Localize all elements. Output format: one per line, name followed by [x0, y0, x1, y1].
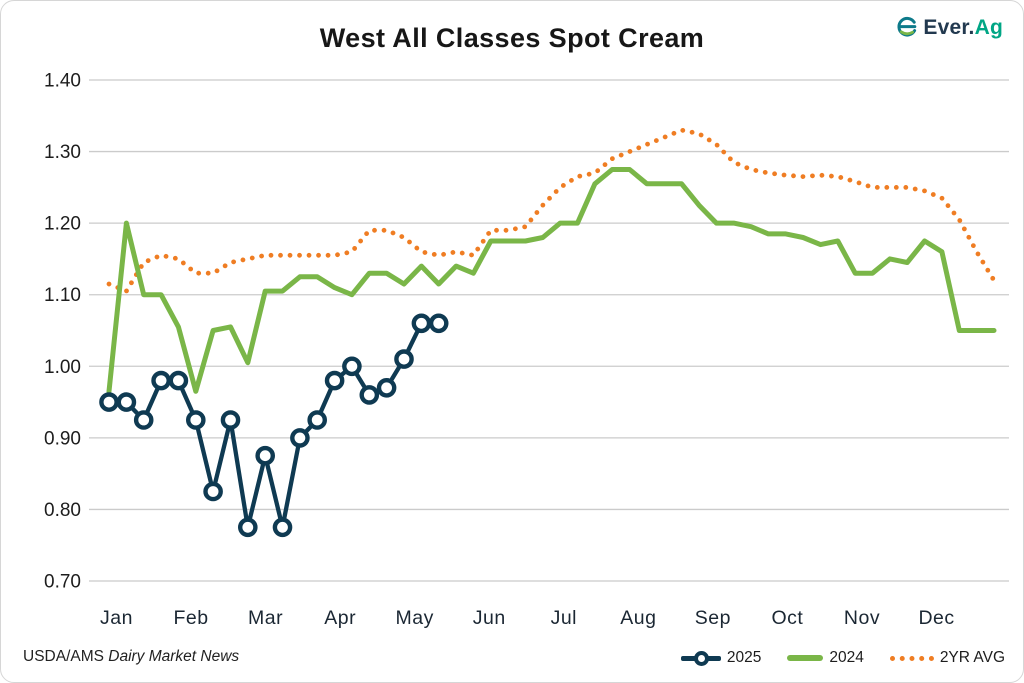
source-agency: USDA/AMS	[23, 648, 109, 665]
series-2025-marker	[133, 410, 154, 430]
series-2025-marker	[116, 392, 137, 412]
legend-item-2025: 2025	[680, 649, 762, 667]
legend-label-2024: 2024	[829, 649, 864, 666]
legend-item-2024: 2024	[787, 649, 864, 667]
x-tick-label: Jul	[551, 607, 577, 629]
series-2025-marker	[168, 370, 189, 391]
x-tick-label: Oct	[772, 607, 804, 629]
x-tick-label: Nov	[844, 607, 880, 629]
everag-logo-icon	[895, 16, 919, 40]
legend-swatch-2025	[680, 649, 721, 667]
y-tick-label: 0.70	[44, 572, 81, 593]
x-tick-label: Apr	[324, 607, 356, 629]
series-2025-marker	[290, 428, 310, 448]
series-2025-marker	[99, 392, 119, 412]
series-2025-marker	[376, 377, 397, 398]
x-tick-label: Aug	[620, 607, 656, 629]
y-tick-label: 0.90	[44, 428, 81, 449]
logo-wordmark: Ever.Ag	[923, 16, 1003, 40]
series-2025-marker	[272, 517, 293, 538]
series-2025-marker	[220, 410, 241, 430]
x-tick-label: Jan	[100, 607, 133, 629]
y-tick-label: 0.80	[44, 500, 81, 521]
series-2025-marker	[237, 517, 258, 538]
series-2025-marker	[307, 410, 328, 430]
y-tick-label: 1.30	[44, 142, 81, 163]
legend-label-2yr-avg: 2YR AVG	[939, 649, 1005, 666]
legend-swatch-2yr-avg	[889, 655, 934, 661]
x-tick-label: Feb	[173, 607, 208, 629]
legend-item-2yr-avg: 2YR AVG	[889, 649, 1005, 667]
series-2025-marker	[151, 370, 171, 391]
series-2025-marker	[428, 313, 449, 334]
logo-text-ag: Ag	[974, 16, 1003, 39]
y-tick-label: 1.20	[44, 214, 81, 235]
x-tick-label: Mar	[248, 607, 283, 629]
series-2025-marker	[394, 349, 414, 369]
series-2025-marker	[411, 313, 432, 334]
series-2025-marker	[342, 356, 362, 377]
series-2025-marker	[203, 481, 223, 502]
y-tick-label: 1.10	[44, 285, 81, 306]
y-tick-label: 1.40	[44, 71, 81, 92]
legend-swatch-2024	[787, 655, 824, 661]
chart-legend: 2025 2024 2YR AVG	[680, 649, 1005, 667]
series-2yr-avg-line	[106, 127, 997, 294]
x-tick-label: Jun	[473, 607, 506, 629]
logo-text-ever: Ever.	[923, 16, 975, 39]
series-2025-line	[106, 321, 441, 530]
x-tick-label: Sep	[695, 607, 731, 629]
everag-logo: Ever.Ag	[895, 16, 1003, 40]
source-publication: Dairy Market News	[108, 648, 240, 665]
legend-label-2025: 2025	[726, 649, 762, 666]
y-tick-label: 1.00	[44, 357, 81, 378]
series-2025-marker	[255, 445, 276, 466]
series-2025-marker	[359, 385, 380, 405]
chart-title: West All Classes Spot Cream	[319, 23, 705, 53]
x-tick-label: Dec	[918, 607, 954, 629]
series-2024-line	[106, 167, 997, 394]
series-2025-marker	[185, 410, 206, 430]
source-attribution: USDA/AMS Dairy Market News	[23, 648, 239, 666]
series-2025-marker	[324, 370, 345, 391]
x-tick-label: May	[396, 607, 434, 629]
